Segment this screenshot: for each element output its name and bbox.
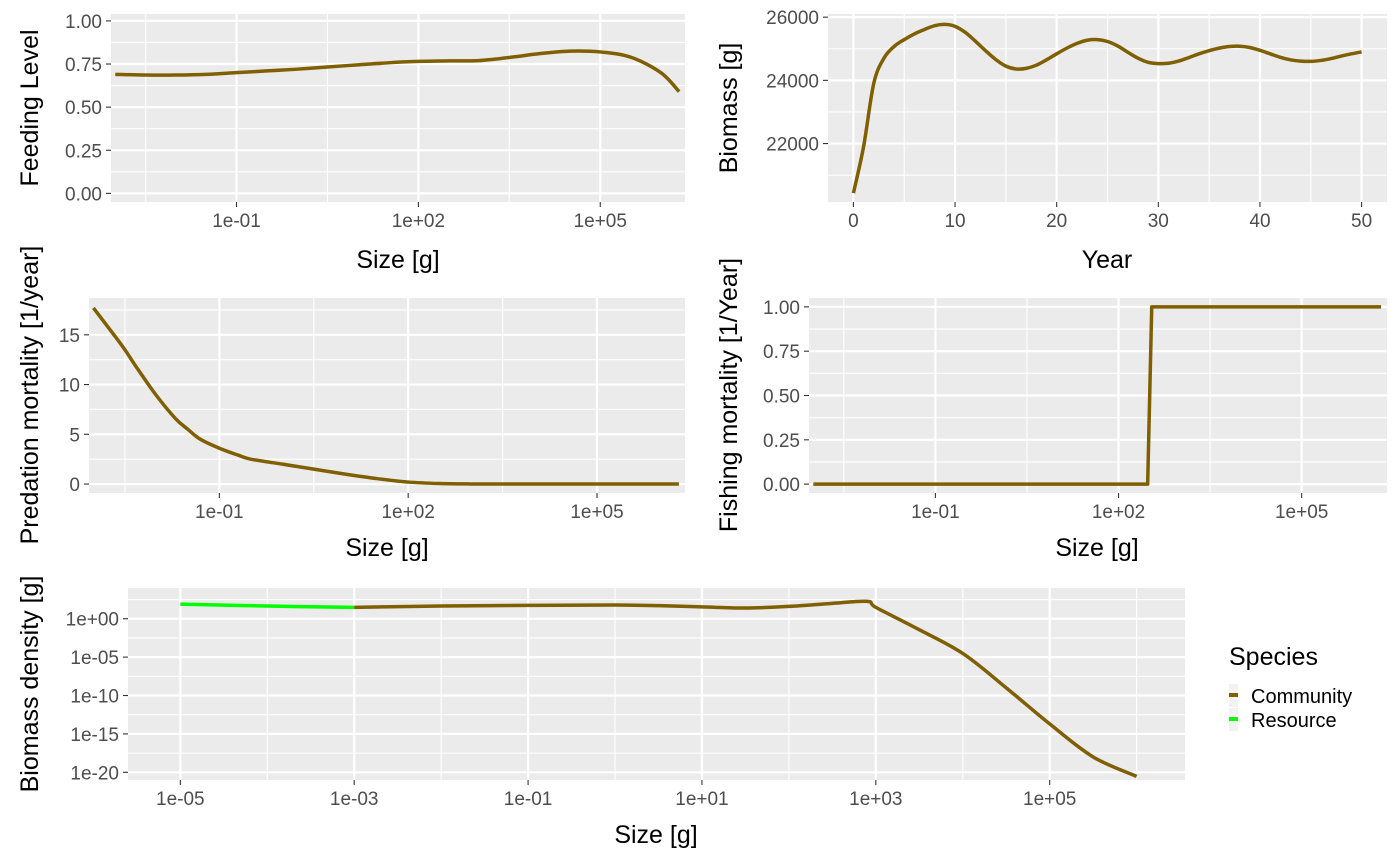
predation-mortality-panel: 1e-01 1e+02 1e+05 0 5 10 15 Size [g] Predation…: [16, 246, 685, 562]
biomass-x-tick-label: 30: [1148, 211, 1169, 232]
predation-mortality-x-tick-label: 1e+05: [570, 502, 623, 523]
biomass-panel: 0 10 20 30 40 50 22000 24000 26000 Year Biomass …: [715, 8, 1387, 274]
biomass-density-series: [180, 599, 1138, 778]
fishing-mortality-y-tick-label: 1.00: [763, 298, 800, 319]
biomass-density-series-community: [354, 599, 1138, 778]
feeding-level-panel: 1e-01 1e+02 1e+05 0.00 0.25 0.50 0.75 1.00 Size…: [16, 12, 685, 274]
fishing-mortality-x-tick-label: 1e+05: [1275, 502, 1328, 523]
predation-mortality-panel-background: [89, 298, 685, 493]
biomass-y-axis-title: Biomass [g]: [715, 43, 743, 174]
fishing-mortality-y-tick-label: 0.50: [763, 387, 800, 408]
biomass-y-tick-label: 26000: [766, 8, 819, 29]
biomass-density-panel: 1e-05 1e-03 1e-01 1e+01 1e+03 1e+05 1e-20 1e-15…: [16, 576, 1185, 849]
predation-mortality-series: [92, 306, 679, 486]
predation-mortality-y-axis-title: Predation mortality [1/year]: [16, 246, 44, 545]
predation-mortality-axes: 1e-01 1e+02 1e+05 0 5 10 15: [59, 326, 624, 523]
feeding-level-x-tick-label: 1e+02: [392, 211, 445, 232]
biomass-grid: [828, 14, 1387, 202]
biomass-density-x-tick-label: 1e-03: [330, 789, 379, 810]
biomass-x-tick-label: 10: [944, 211, 965, 232]
feeding-level-x-tick-label: 1e+05: [574, 211, 627, 232]
feeding-level-y-axis-title: Feeding Level: [16, 29, 44, 186]
fishing-mortality-y-axis-title: Fishing mortality [1/Year]: [715, 258, 743, 532]
biomass-density-panel-background: [128, 588, 1185, 780]
fishing-mortality-x-tick-label: 1e-01: [911, 502, 960, 523]
predation-mortality-y-tick-label: 15: [59, 326, 80, 347]
biomass-density-y-tick-label: 1e-15: [70, 725, 119, 746]
fishing-mortality-y-tick-label: 0.75: [763, 342, 800, 363]
legend: Species Community Resource: [1229, 643, 1352, 732]
biomass-y-tick-label: 22000: [766, 135, 819, 156]
biomass-density-y-tick-label: 1e-05: [70, 648, 119, 669]
biomass-density-x-tick-label: 1e+01: [675, 789, 728, 810]
feeding-level-x-tick-label: 1e-01: [212, 211, 261, 232]
biomass-density-x-tick-label: 1e+05: [1023, 789, 1076, 810]
predation-mortality-series-community: [92, 306, 679, 486]
biomass-density-y-axis-title: Biomass density [g]: [16, 576, 44, 793]
feeding-level-y-tick-label: 1.00: [65, 12, 102, 33]
fishing-mortality-series-community: [813, 305, 1382, 486]
feeding-level-y-tick-label: 0.50: [65, 98, 102, 119]
fishing-mortality-panel: 1e-01 1e+02 1e+05 0.00 0.25 0.50 0.75 1.00 Size…: [715, 258, 1387, 562]
biomass-density-x-axis-title: Size [g]: [614, 821, 697, 849]
biomass-density-axes: 1e-05 1e-03 1e-01 1e+01 1e+03 1e+05 1e-20 1e-15…: [66, 610, 1077, 810]
biomass-axes: 0 10 20 30 40 50 22000 24000 26000: [766, 8, 1372, 232]
feeding-level-series: [115, 49, 681, 93]
biomass-series: [851, 22, 1362, 194]
feeding-level-axes: 1e-01 1e+02 1e+05 0.00 0.25 0.50 0.75 1.00: [65, 12, 627, 232]
biomass-x-tick-label: 0: [848, 211, 859, 232]
biomass-density-y-tick-label: 1e-10: [70, 687, 119, 708]
legend-label-resource: Resource: [1251, 710, 1337, 732]
biomass-density-x-tick-label: 1e-01: [504, 789, 553, 810]
predation-mortality-x-tick-label: 1e+02: [381, 502, 434, 523]
feeding-level-y-tick-label: 0.00: [65, 184, 102, 205]
biomass-x-tick-label: 50: [1351, 211, 1372, 232]
predation-mortality-x-axis-title: Size [g]: [345, 534, 428, 562]
predation-mortality-x-tick-label: 1e-01: [195, 502, 244, 523]
fishing-mortality-x-tick-label: 1e+02: [1092, 502, 1145, 523]
biomass-x-axis-title: Year: [1082, 246, 1133, 274]
biomass-density-y-tick-label: 1e+00: [66, 610, 119, 631]
feeding-level-y-tick-label: 0.25: [65, 141, 102, 162]
predation-mortality-y-tick-label: 0: [69, 475, 80, 496]
legend-label-community: Community: [1251, 686, 1352, 708]
biomass-series-community: [851, 22, 1362, 194]
biomass-y-tick-label: 24000: [766, 71, 819, 92]
biomass-density-grid: [128, 588, 1185, 780]
feeding-level-y-tick-label: 0.75: [65, 55, 102, 76]
biomass-density-series-resource: [180, 602, 355, 610]
predation-mortality-y-tick-label: 10: [59, 376, 80, 397]
fishing-mortality-y-tick-label: 0.25: [763, 431, 800, 452]
biomass-density-y-tick-label: 1e-20: [70, 763, 119, 784]
legend-title: Species: [1229, 643, 1318, 671]
feeding-level-x-axis-title: Size [g]: [356, 246, 439, 274]
biomass-x-tick-label: 20: [1046, 211, 1067, 232]
fishing-mortality-x-axis-title: Size [g]: [1055, 534, 1138, 562]
biomass-x-tick-label: 40: [1249, 211, 1270, 232]
fishing-mortality-y-tick-label: 0.00: [763, 475, 800, 496]
feeding-level-series-community: [115, 49, 681, 93]
fishing-mortality-series: [813, 305, 1382, 486]
fishing-mortality-axes: 1e-01 1e+02 1e+05 0.00 0.25 0.50 0.75 1.00: [763, 298, 1328, 523]
biomass-density-x-tick-label: 1e-05: [156, 789, 205, 810]
biomass-density-x-tick-label: 1e+03: [849, 789, 902, 810]
predation-mortality-y-tick-label: 5: [69, 425, 80, 446]
